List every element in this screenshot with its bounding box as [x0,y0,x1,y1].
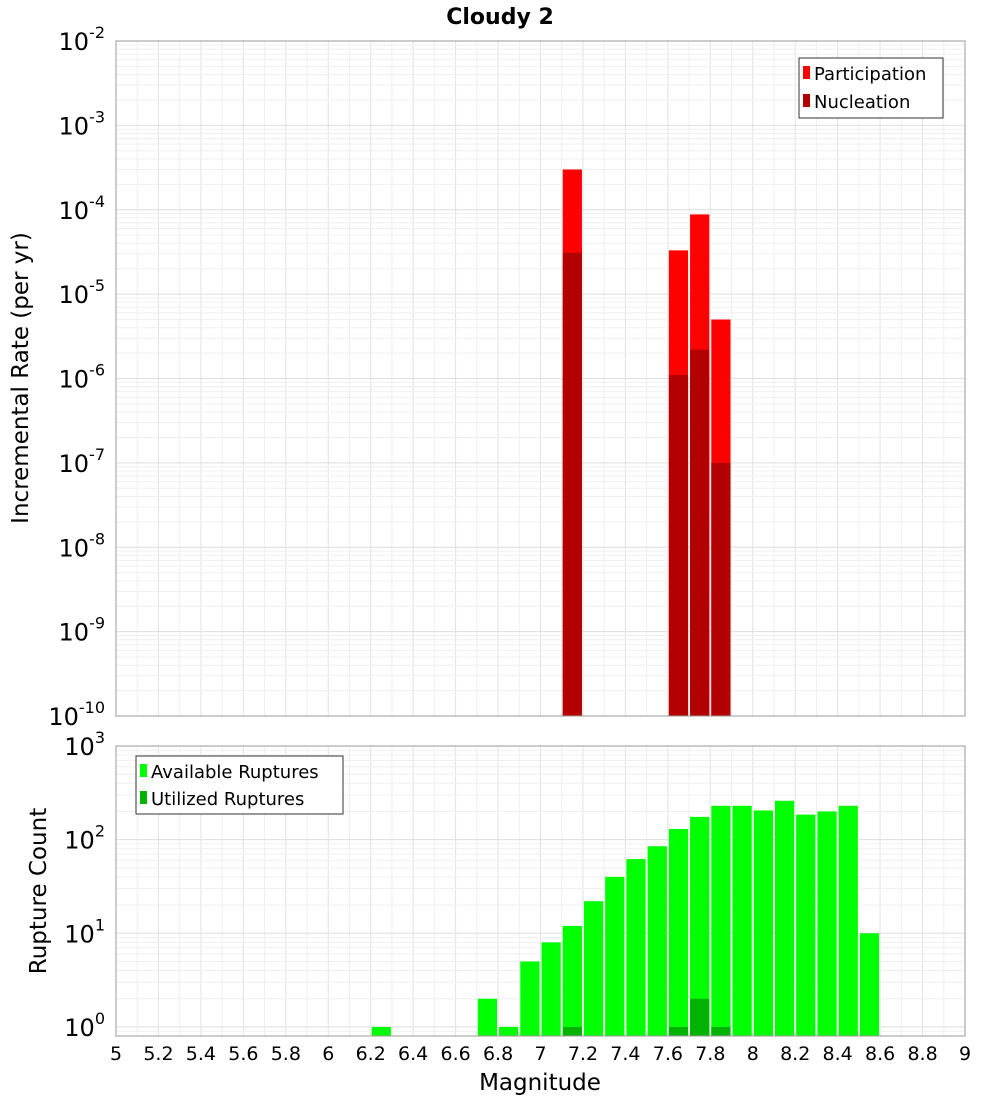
x-tick-label: 7.6 [653,1043,683,1065]
count-bar-b [668,1026,689,1036]
x-tick-label: 8.4 [823,1043,853,1065]
x-tick-label: 7.4 [610,1043,640,1065]
legend-swatch-available [140,764,147,777]
count-bar-a [371,1026,391,1036]
count-bar-a [541,942,561,1036]
x-tick-label: 6.4 [398,1043,428,1065]
x-tick-label: 6 [322,1043,334,1065]
count-bar-a [499,1026,519,1036]
count-y-tick-label: 103 [64,728,105,761]
count-bar-a [859,933,880,1036]
x-tick-label: 5.2 [143,1043,173,1065]
x-tick-label: 6.6 [440,1043,470,1065]
legend-label-participation: Participation [814,64,926,85]
legend-label-nucleation: Nucleation [814,92,910,113]
count-legend: Available Ruptures Utilized Ruptures [135,755,344,815]
count-bar-a [711,805,731,1036]
count-bar-a [647,846,667,1036]
count-bar-a [626,859,646,1036]
x-tick-label: 5.8 [271,1043,301,1065]
count-bar-b [562,1026,582,1036]
count-y-axis-label: Rupture Count [26,808,52,974]
legend-label-utilized: Utilized Ruptures [151,789,304,810]
x-tick-label: 7 [534,1043,546,1065]
count-bar-b [711,1026,731,1036]
rate-y-tick-label: 10-5 [59,276,106,309]
count-bar-a [583,901,604,1036]
count-y-tick-labels: 103 102 101 100 [64,728,105,1042]
rate-y-tick-label: 10-3 [59,107,106,140]
count-bar-a [817,811,837,1036]
rate-grid [115,40,966,717]
count-plot-border [115,745,966,1037]
legend-swatch-utilized [140,791,147,804]
x-tick-label: 7.8 [695,1043,725,1065]
rate-bar-b [562,252,582,716]
count-panel: 103 102 101 100 5 5.2 5.4 5.6 5.8 6 6.2 6.4 6.6 6.8 7… [26,728,971,1096]
count-bar-a [477,998,498,1036]
count-bar-a [690,816,710,1036]
rate-y-tick-label: 10-10 [48,698,105,731]
rate-y-tick-label: 10-4 [59,192,106,225]
rate-y-tick-label: 10-9 [59,614,106,647]
x-tick-label: 7.2 [568,1043,598,1065]
count-bar-a [520,961,540,1036]
x-tick-labels: 5 5.2 5.4 5.6 5.8 6 6.2 6.4 6.6 6.8 7 7.2 7.4 7.6 7.8 8… [110,1043,971,1065]
count-bar-a [774,800,795,1036]
x-tick-label: 6.2 [356,1043,386,1065]
count-bar-a [605,876,625,1036]
count-bar-b [690,998,710,1036]
x-tick-label: 6.8 [483,1043,513,1065]
x-tick-label: 9 [959,1043,971,1065]
x-tick-label: 8 [747,1043,759,1065]
rate-panel: 10-2 10-3 10-4 10-5 10-6 10-7 10-8 10-9 10-10 In… [8,23,966,731]
count-bar-a [562,925,582,1036]
legend-label-available: Available Ruptures [151,762,319,783]
x-tick-label: 8.6 [865,1043,895,1065]
rate-y-tick-label: 10-8 [59,529,106,562]
legend-swatch-participation [803,66,810,79]
rate-legend: Participation Nucleation [798,57,944,119]
legend-swatch-nucleation [803,94,810,107]
count-bar-a [753,810,773,1036]
rate-y-tick-label: 10-7 [59,445,106,478]
x-tick-label: 5.4 [186,1043,216,1065]
x-tick-label: 5.6 [228,1043,258,1065]
rate-bars [562,169,731,717]
count-legend-box [135,755,344,815]
count-y-tick-label: 101 [64,915,105,948]
count-bar-a [796,814,816,1036]
rate-bar-b [711,462,731,716]
rate-legend-box [798,57,944,119]
count-bars [371,800,880,1036]
rate-plot-border [115,40,966,717]
chart-title: Cloudy 2 [446,5,554,30]
rate-bar-b [690,349,710,716]
rate-y-tick-label: 10-2 [59,23,106,56]
rate-y-axis-label: Incremental Rate (per yr) [8,232,34,524]
x-tick-label: 5 [110,1043,122,1065]
count-bar-a [838,805,858,1036]
x-axis-label: Magnitude [479,1070,601,1096]
rate-y-tick-label: 10-6 [59,361,106,394]
count-y-tick-label: 102 [64,822,105,855]
x-tick-label: 8.2 [780,1043,810,1065]
rate-y-tick-labels: 10-2 10-3 10-4 10-5 10-6 10-7 10-8 10-9 10-10 [48,23,105,731]
count-bar-a [732,805,752,1036]
count-bar-a [668,828,689,1036]
x-tick-label: 8.8 [907,1043,937,1065]
rate-bar-b [668,375,689,716]
count-y-tick-label: 100 [64,1009,105,1042]
